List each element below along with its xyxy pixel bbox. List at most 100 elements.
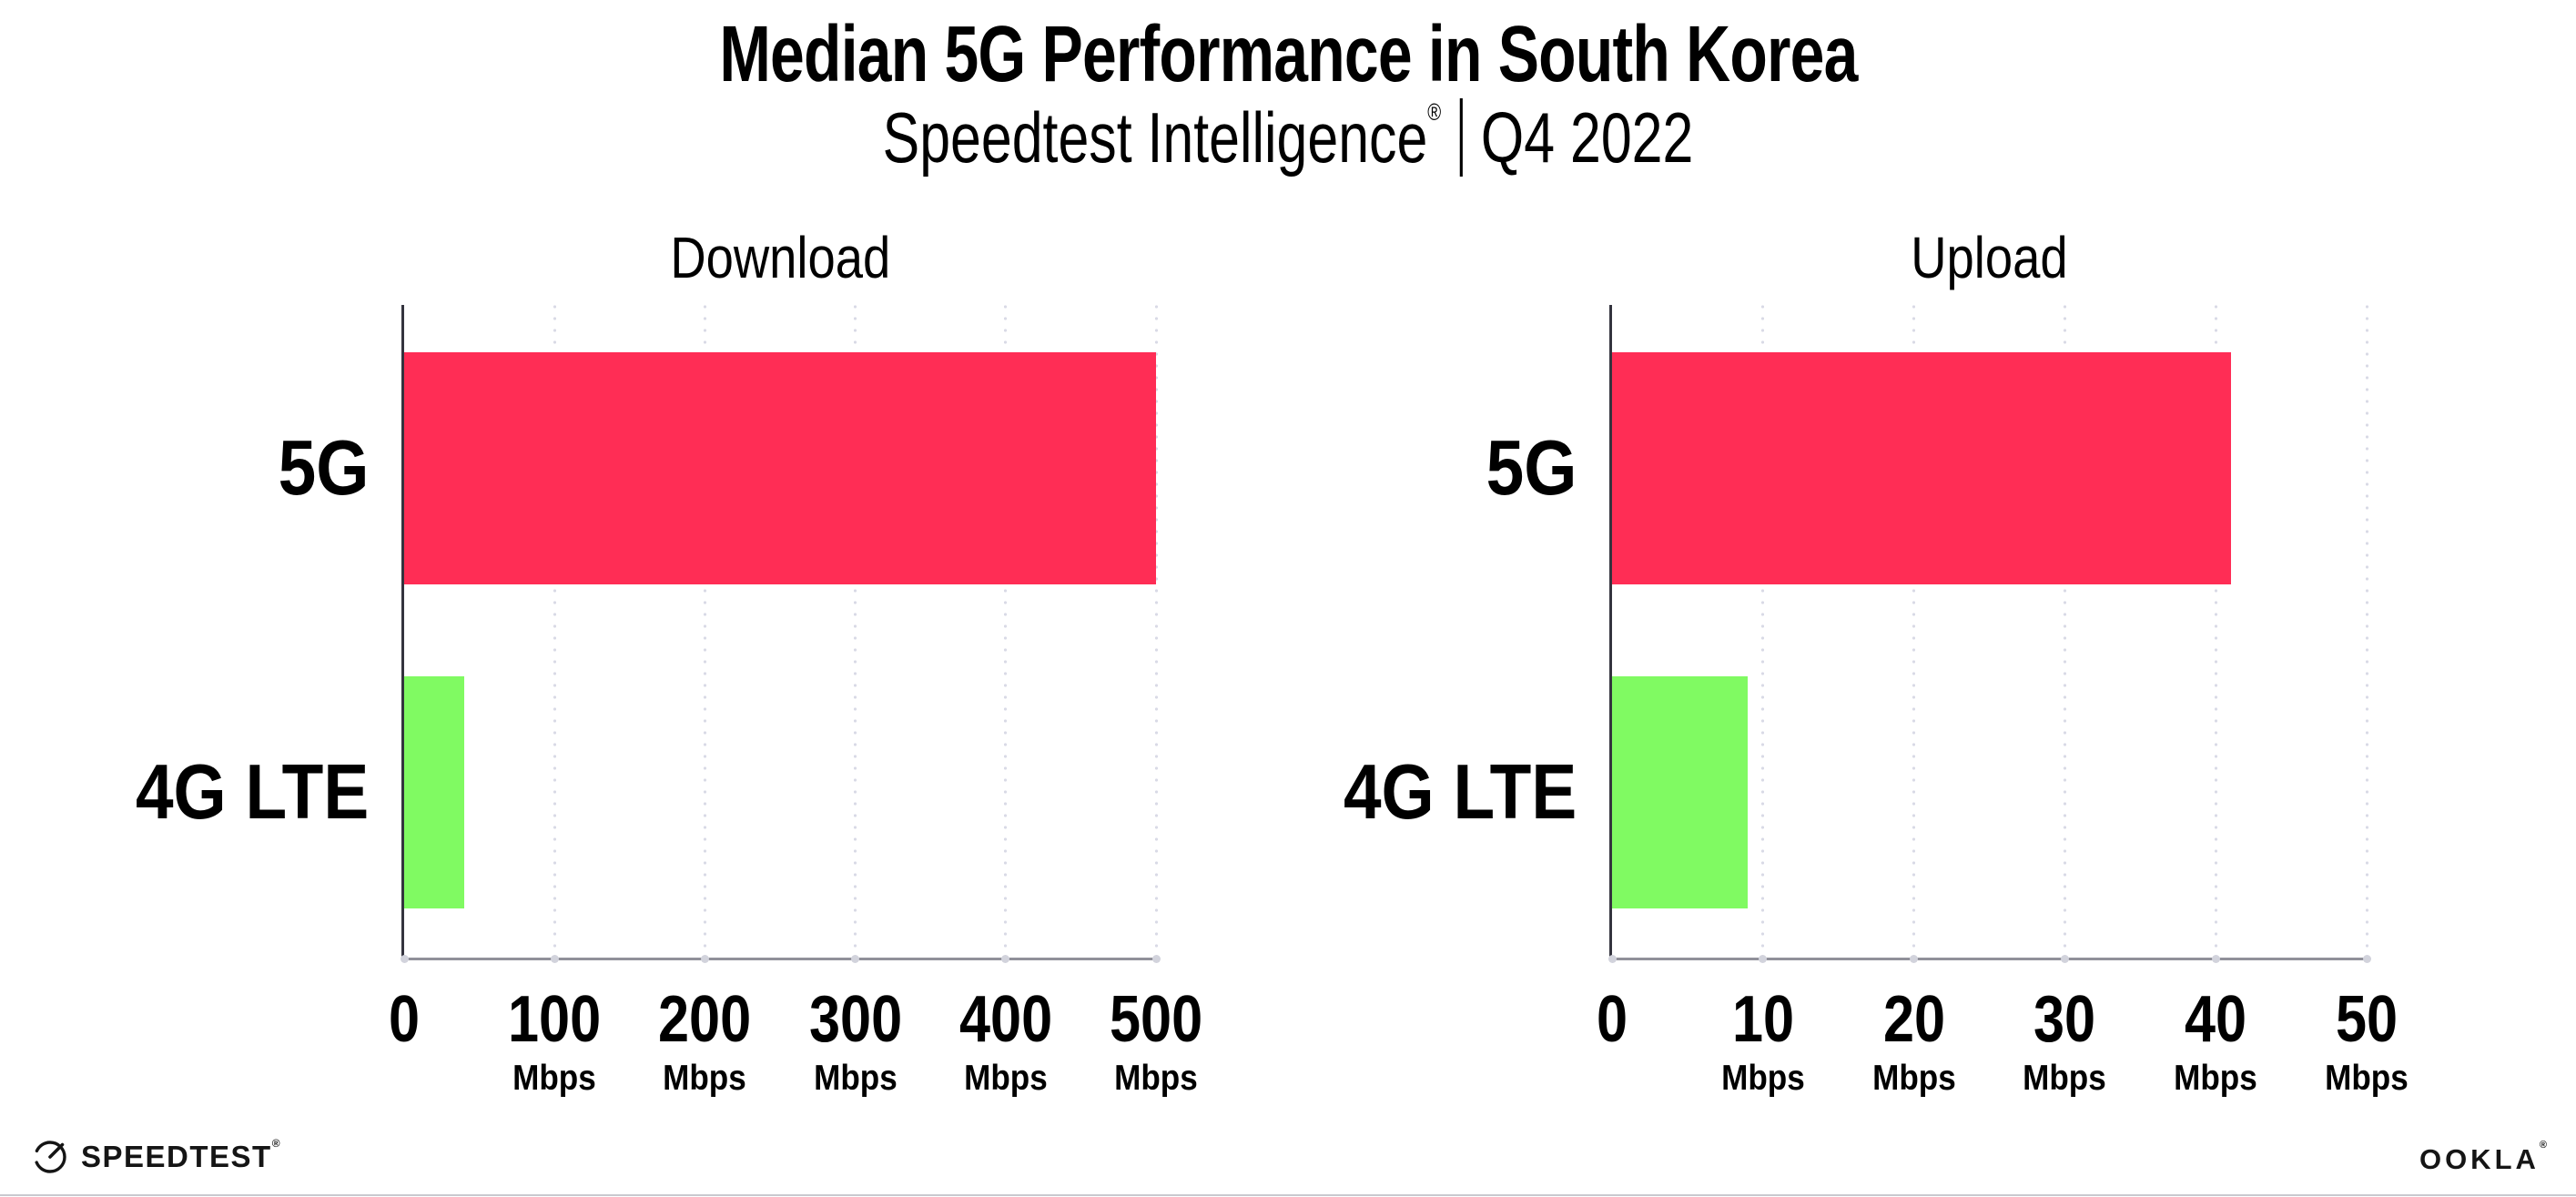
tick-label-0: 0 [1512, 987, 1712, 1052]
gauge-icon [34, 1141, 66, 1173]
tick-unit: Mbps [1056, 1060, 1256, 1096]
speedtest-wordmark: SPEEDTEST® [81, 1137, 282, 1174]
page-title: Median 5G Performance in South Korea [0, 15, 2576, 94]
tick-unit-text: Mbps [2325, 1059, 2409, 1098]
tick-value: 40 [2115, 987, 2316, 1052]
category-label-5g: 5G [0, 352, 369, 584]
tick-value-text: 40 [2185, 983, 2247, 1056]
category-label-4g-lte: 4G LTE [1288, 676, 1577, 908]
chart-title-text: Upload [1911, 225, 2068, 290]
tick-unit: Mbps [906, 1060, 1106, 1096]
tick-value-text: 0 [388, 983, 421, 1056]
tick-label-400: 400 Mbps [906, 987, 1106, 1096]
tick-unit: Mbps [2267, 1060, 2467, 1096]
gridline-50 [2365, 305, 2368, 958]
tick-label-200: 200 Mbps [604, 987, 805, 1096]
tick-unit: Mbps [756, 1060, 956, 1096]
y-axis-download [401, 305, 404, 960]
chart-title-upload: Upload [1521, 228, 2458, 287]
tick-unit-text: Mbps [1720, 1059, 1805, 1098]
tick-unit-text: Mbps [663, 1059, 747, 1098]
subtitle-separator-bar [1459, 98, 1463, 178]
tick-value-text: 300 [808, 983, 902, 1056]
tick-value-text: 100 [508, 983, 602, 1056]
tick-label-10: 10 Mbps [1663, 987, 1863, 1096]
tick-value-text: 30 [2033, 983, 2096, 1056]
tick-unit: Mbps [2115, 1060, 2316, 1096]
tick-dot-400 [1001, 955, 1010, 963]
tick-value-text: 10 [1731, 983, 1794, 1056]
speedtest-wordmark-text: SPEEDTEST [81, 1140, 272, 1173]
category-label-text: 5G [1486, 425, 1577, 512]
tick-value: 200 [604, 987, 805, 1052]
bar-5g-upload [1612, 352, 2231, 584]
chart-title-text: Download [670, 225, 890, 290]
tick-dot-0 [1607, 955, 1617, 963]
tick-label-40: 40 Mbps [2115, 987, 2316, 1096]
tick-label-100: 100 Mbps [454, 987, 654, 1096]
gridline-400 [1004, 305, 1008, 958]
subtitle-period: Q4 2022 [1480, 97, 1694, 178]
tick-value: 10 [1663, 987, 1863, 1052]
tick-value-text: 20 [1882, 983, 1945, 1056]
category-label-text: 4G LTE [1343, 749, 1577, 836]
x-axis-upload [1609, 958, 2369, 960]
bar-4g-lte-upload [1612, 676, 1749, 908]
tick-unit-text: Mbps [2174, 1059, 2258, 1098]
tick-value-text: 50 [2335, 983, 2399, 1056]
subtitle-brand: Speedtest Intelligence [882, 97, 1428, 178]
speedtest-registered-mark-icon: ® [271, 1137, 282, 1150]
tick-unit: Mbps [1663, 1060, 1863, 1096]
tick-unit-text: Mbps [512, 1059, 597, 1098]
speedtest-logo: SPEEDTEST® [31, 1137, 282, 1176]
y-axis-upload [1609, 305, 1612, 960]
gridline-500 [1154, 305, 1158, 958]
chart-download: Download 5G 4G LTE 0 100 Mbps 200 Mbps 300 Mbps 40… [0, 218, 1288, 1158]
tick-label-20: 20 Mbps [1814, 987, 2014, 1096]
category-label-5g: 5G [1288, 352, 1577, 584]
tick-value-text: 0 [1596, 983, 1628, 1056]
gridline-100 [553, 305, 556, 958]
tick-label-0: 0 [304, 987, 504, 1052]
tick-dot-300 [851, 955, 860, 963]
tick-value: 20 [1814, 987, 2014, 1052]
tick-value: 0 [1512, 987, 1712, 1052]
gridline-200 [703, 305, 706, 958]
tick-dot-200 [700, 955, 709, 963]
tick-value: 300 [756, 987, 956, 1052]
bar-5g-download [404, 352, 1156, 584]
tick-dot-500 [1151, 955, 1161, 963]
tick-dot-40 [2211, 955, 2220, 963]
tick-unit-text: Mbps [1114, 1059, 1198, 1098]
tick-value-text: 400 [958, 983, 1052, 1056]
tick-dot-30 [2060, 955, 2069, 963]
tick-value: 400 [906, 987, 1106, 1052]
page-subtitle: Speedtest Intelligence® Q4 2022 [0, 98, 2576, 182]
tick-unit: Mbps [1964, 1060, 2165, 1096]
bar-4g-lte-download [404, 676, 465, 908]
tick-label-30: 30 Mbps [1964, 987, 2165, 1096]
gridline-300 [854, 305, 857, 958]
tick-dot-100 [550, 955, 559, 963]
category-label-text: 4G LTE [135, 749, 369, 836]
gridline-40 [2214, 305, 2217, 958]
page-subtitle-text: Speedtest Intelligence® Q4 2022 [883, 98, 1693, 182]
chart-upload: Upload 5G 4G LTE 0 10 Mbps 20 Mbps 30 Mbps 40 Mbps 5… [1288, 218, 2576, 1158]
gridline-20 [1912, 305, 1916, 958]
category-label-text: 5G [278, 425, 369, 512]
tick-unit: Mbps [1814, 1060, 2014, 1096]
tick-dot-50 [2362, 955, 2371, 963]
tick-label-300: 300 Mbps [756, 987, 956, 1096]
registered-mark-icon: ® [1427, 98, 1442, 126]
tick-value: 0 [304, 987, 504, 1052]
gridline-10 [1761, 305, 1765, 958]
ookla-registered-mark-icon: ® [2539, 1140, 2551, 1151]
bottom-divider-line [0, 1194, 2576, 1196]
chart-title-download: Download [313, 228, 1247, 287]
tick-unit-text: Mbps [1871, 1059, 1956, 1098]
tick-label-50: 50 Mbps [2267, 987, 2467, 1096]
tick-dot-10 [1759, 955, 1768, 963]
category-label-4g-lte: 4G LTE [0, 676, 369, 908]
tick-value-text: 200 [658, 983, 752, 1056]
